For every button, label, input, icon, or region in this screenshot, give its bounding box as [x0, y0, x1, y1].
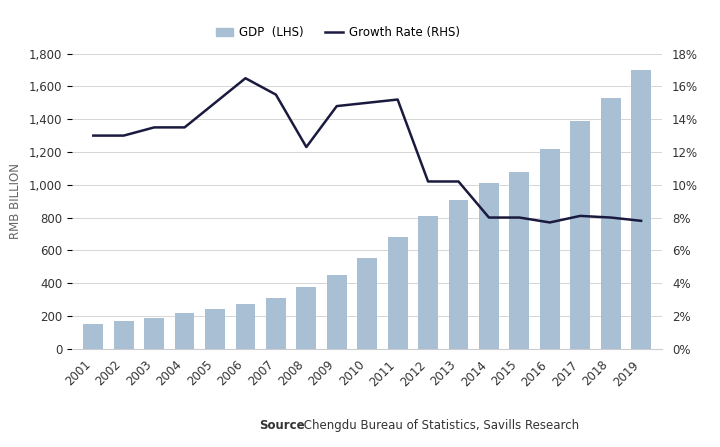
Bar [114, 321, 134, 349]
Bar [540, 149, 559, 349]
Bar [175, 313, 194, 349]
Bar [297, 287, 316, 349]
Bar [266, 298, 286, 349]
Bar [510, 172, 529, 349]
Bar [388, 237, 408, 349]
Bar [479, 183, 499, 349]
Bar [205, 309, 225, 349]
Bar [600, 98, 621, 349]
Bar [235, 304, 256, 349]
Text: Source: Source [259, 419, 305, 432]
Bar [449, 199, 469, 349]
Bar [144, 317, 164, 349]
Y-axis label: RMB BILLION: RMB BILLION [9, 163, 22, 239]
Bar [84, 324, 103, 349]
Bar [357, 257, 377, 349]
Bar [631, 70, 651, 349]
Legend: GDP  (LHS), Growth Rate (RHS): GDP (LHS), Growth Rate (RHS) [211, 21, 464, 44]
Text: Chengdu Bureau of Statistics, Savills Research: Chengdu Bureau of Statistics, Savills Re… [300, 419, 580, 432]
Bar [418, 216, 438, 349]
Bar [327, 275, 346, 349]
Bar [570, 121, 590, 349]
